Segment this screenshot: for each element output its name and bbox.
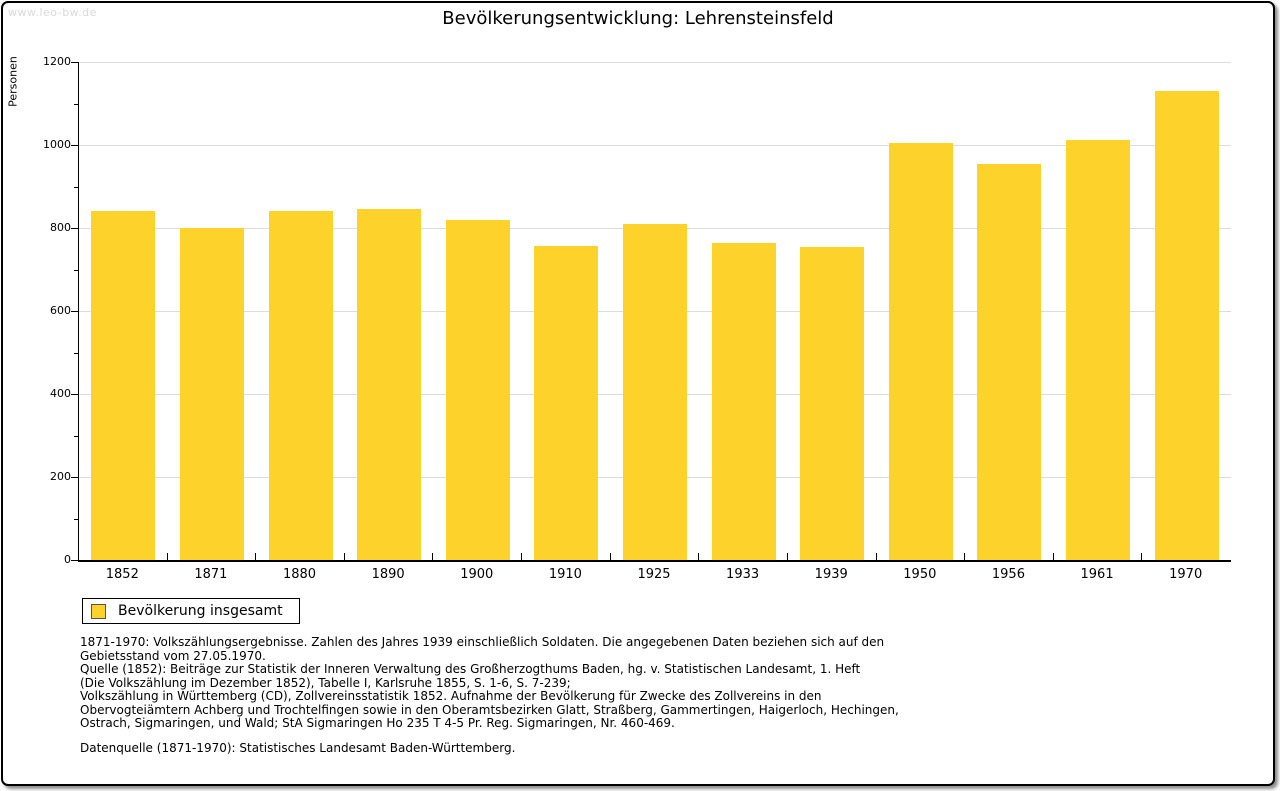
- x-boundary-tick-10: [964, 553, 965, 560]
- footnote-line-4: (Die Volkszählung im Dezember 1852), Tab…: [80, 675, 571, 690]
- y-tick-minor-100: [74, 518, 78, 520]
- x-tick-label-1852: 1852: [105, 567, 139, 582]
- bar-1871: [179, 228, 244, 560]
- y-tick-label-200: 200: [50, 470, 71, 483]
- footnote-line-6: Obervogteiämtern Achberg und Trochtelfin…: [80, 702, 899, 717]
- bar-1950: [888, 143, 953, 560]
- x-tick-label-1890: 1890: [371, 567, 405, 582]
- x-boundary-tick-3: [344, 553, 345, 560]
- x-boundary-tick-11: [1053, 553, 1054, 560]
- x-boundary-tick-5: [521, 553, 522, 560]
- y-tick-major-400: [71, 394, 78, 395]
- bar-1939: [800, 247, 865, 560]
- y-tick-label-1000: 1000: [43, 138, 71, 151]
- x-boundary-tick-2: [255, 553, 256, 560]
- gridline-1200: [79, 62, 1231, 63]
- x-tick-label-1950: 1950: [903, 567, 937, 582]
- footnote-line-1: 1871-1970: Volkszählungsergebnisse. Zahl…: [80, 635, 885, 649]
- x-tick-label-1910: 1910: [548, 567, 582, 582]
- x-tick-label-1961: 1961: [1080, 567, 1114, 582]
- bar-1925: [623, 224, 687, 560]
- y-tick-label-1200: 1200: [43, 55, 71, 68]
- bar-1956: [977, 164, 1042, 560]
- x-tick-label-1871: 1871: [194, 567, 228, 582]
- y-tick-minor-700: [74, 269, 78, 271]
- x-boundary-tick-7: [698, 553, 699, 560]
- y-tick-minor-900: [74, 186, 78, 188]
- bar-1970: [1154, 91, 1219, 560]
- y-tick-minor-300: [74, 435, 78, 437]
- bar-1900: [445, 220, 510, 560]
- x-tick-label-1939: 1939: [814, 567, 848, 582]
- footnotes-block: 1871-1970: Volkszählungsergebnisse. Zahl…: [80, 635, 1230, 731]
- x-tick-label-1925: 1925: [637, 567, 671, 582]
- y-tick-major-200: [71, 477, 78, 478]
- x-axis-line: [78, 560, 1231, 562]
- y-tick-label-400: 400: [50, 387, 71, 400]
- x-tick-label-1933: 1933: [726, 567, 760, 582]
- y-tick-minor-1100: [74, 103, 78, 105]
- footnote-line-7: Ostrach, Sigmaringen, und Wald; StA Sigm…: [80, 716, 675, 730]
- chart-title: Bevölkerungsentwicklung: Lehrensteinsfel…: [442, 8, 834, 29]
- x-boundary-tick-6: [610, 553, 611, 560]
- bar-1852: [91, 211, 156, 560]
- watermark: www.leo-bw.de: [8, 6, 97, 19]
- x-tick-label-1956: 1956: [991, 567, 1025, 582]
- y-tick-label-800: 800: [50, 221, 71, 234]
- plot-area: [78, 62, 1231, 560]
- y-tick-major-1200: [71, 62, 78, 63]
- y-tick-minor-500: [74, 352, 78, 354]
- legend-swatch-bevoelkerung: [91, 603, 106, 619]
- x-boundary-tick-4: [432, 553, 433, 560]
- x-tick-label-1970: 1970: [1169, 567, 1203, 582]
- y-tick-major-600: [71, 311, 78, 312]
- bar-1910: [534, 246, 599, 560]
- footnote-line-5: Volkszählung in Württemberg (CD), Zollve…: [80, 689, 822, 703]
- y-axis-title: Personen: [6, 56, 20, 107]
- x-boundary-tick-9: [876, 553, 877, 560]
- bar-1890: [357, 209, 422, 560]
- x-boundary-tick-1: [167, 553, 168, 560]
- bar-1933: [711, 243, 776, 560]
- x-tick-label-1880: 1880: [282, 567, 317, 582]
- y-tick-major-800: [71, 228, 78, 229]
- bar-1880: [268, 211, 333, 560]
- gridline-1000: [79, 145, 1231, 146]
- footnote-line-2: Gebietsstand vom 27.05.1970.: [80, 648, 266, 663]
- bar-1961: [1066, 140, 1131, 560]
- x-boundary-tick-12: [1141, 553, 1142, 560]
- footnote-line-3: Quelle (1852): Beiträge zur Statistik de…: [80, 662, 861, 676]
- y-tick-major-1000: [71, 145, 78, 146]
- y-tick-label-0: 0: [64, 553, 71, 566]
- y-tick-major-0: [71, 560, 78, 561]
- x-boundary-tick-8: [787, 553, 788, 560]
- datasource-note: Datenquelle (1871-1970): Statistisches L…: [80, 741, 516, 755]
- legend-label: Bevölkerung insgesamt: [118, 603, 283, 619]
- legend: Bevölkerung insgesamt: [82, 598, 300, 624]
- x-tick-label-1900: 1900: [460, 567, 494, 582]
- y-tick-label-600: 600: [50, 304, 71, 317]
